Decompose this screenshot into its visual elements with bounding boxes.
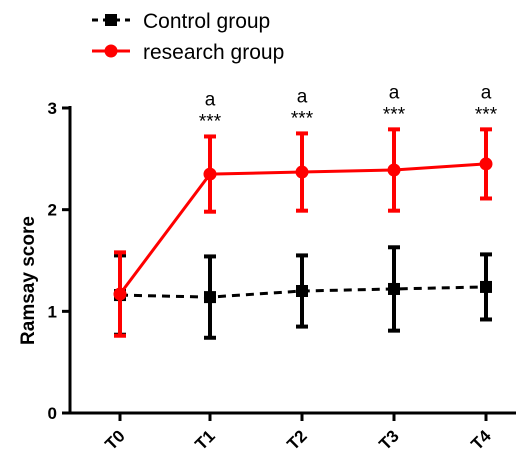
annotation-stars: *** <box>199 111 222 132</box>
data-point <box>204 291 216 304</box>
legend-entry-1: research group <box>92 41 284 64</box>
annotation-letter: a <box>389 82 400 103</box>
y-tick-label: 0 <box>48 404 57 423</box>
legend-label: research group <box>143 41 284 64</box>
y-axis-title: Ramsay score <box>18 216 39 345</box>
data-point <box>295 165 309 179</box>
significance-annotations: a***a***a***a*** <box>199 82 498 132</box>
annotation-stars: *** <box>383 104 406 125</box>
annotation-T3: a*** <box>383 82 406 125</box>
x-tick-label: T0 <box>101 426 128 453</box>
series-1 <box>113 127 493 338</box>
x-tick-label: T4 <box>467 426 495 454</box>
data-point <box>480 280 492 293</box>
annotation-letter: a <box>205 89 216 110</box>
plot-area <box>113 127 493 340</box>
y-tick-label: 2 <box>48 201 57 220</box>
y-tick-label: 3 <box>48 99 57 118</box>
legend: Control group research group <box>92 10 284 64</box>
legend-label: Control group <box>143 10 270 33</box>
y-axis-title-group: Ramsay score <box>18 216 39 345</box>
annotation-letter: a <box>481 82 492 103</box>
data-point <box>388 282 400 295</box>
data-point <box>113 287 127 301</box>
annotation-stars: *** <box>291 108 314 129</box>
annotation-letter: a <box>297 86 308 107</box>
annotation-T2: a*** <box>291 86 314 129</box>
annotation-T1: a*** <box>199 89 222 132</box>
legend-marker <box>105 14 117 26</box>
legend-entry-0: Control group <box>92 10 270 33</box>
x-tick-label: T1 <box>191 426 218 453</box>
data-point <box>296 285 308 297</box>
series-0 <box>114 245 492 340</box>
annotation-stars: *** <box>475 104 498 125</box>
annotation-T4: a*** <box>475 82 498 125</box>
data-point <box>387 163 401 177</box>
y-tick-label: 1 <box>48 302 57 321</box>
x-tick-label: T2 <box>283 426 310 453</box>
axes: 0 1 2 3 T0 T1 T2 T3 T4 <box>48 99 516 454</box>
data-point <box>479 157 493 171</box>
legend-marker <box>104 44 118 58</box>
x-tick-label: T3 <box>375 426 402 453</box>
data-point <box>203 167 217 181</box>
